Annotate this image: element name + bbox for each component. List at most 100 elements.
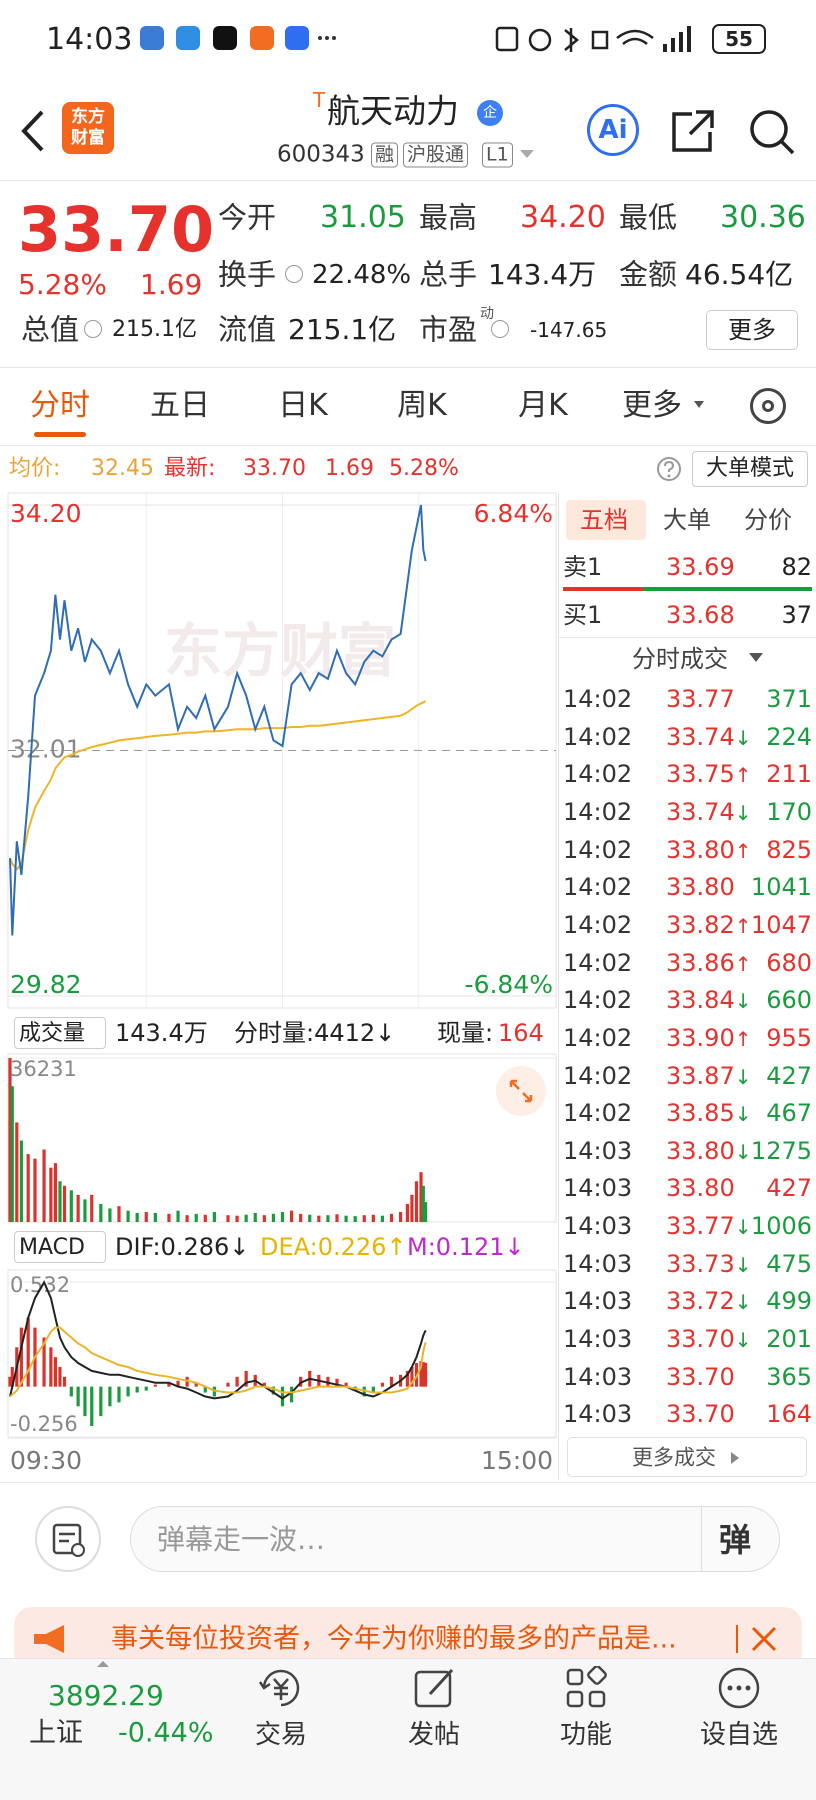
status-time: 14:03 — [46, 22, 133, 57]
help-icon[interactable] — [655, 455, 683, 483]
volume-bar — [62, 1185, 67, 1222]
trades-title[interactable]: 分时成交 — [632, 645, 728, 673]
trade-price: 33.77 — [666, 687, 735, 711]
volume-bar — [371, 1214, 375, 1222]
tab[interactable]: 月K — [518, 388, 568, 423]
trade-price: 33.70↓ — [666, 1327, 751, 1351]
trade-time: 14:03 — [563, 1136, 633, 1165]
logo-text: 财富 — [71, 128, 105, 148]
danmaku-button[interactable]: 弹 — [719, 1521, 752, 1559]
close-button[interactable] — [750, 1625, 778, 1653]
share-button[interactable] — [670, 108, 716, 154]
info-icon — [491, 320, 509, 338]
back-button[interactable] — [16, 108, 48, 154]
volume-bar — [419, 1172, 423, 1222]
trade-price: 33.80↑ — [666, 838, 751, 862]
more-trades-label: 更多成交 — [632, 1445, 716, 1470]
macd-bar — [344, 1382, 348, 1387]
indicator-selector[interactable]: MACD — [14, 1231, 106, 1263]
index-change[interactable]: -0.44% — [118, 1717, 214, 1749]
nav-item[interactable]: 设自选 — [699, 1720, 779, 1750]
trade-time: 14:02 — [563, 685, 633, 713]
trade-price: 33.86↑ — [666, 951, 751, 975]
nav-item[interactable]: 交易 — [254, 1720, 308, 1750]
book-tab[interactable]: 大单 — [663, 506, 711, 534]
trade-price: 33.74↓ — [666, 800, 751, 824]
tab-underline — [34, 432, 86, 437]
field-value: 215.1亿 — [288, 313, 397, 346]
trade-time: 14:03 — [563, 1249, 633, 1278]
comment-input[interactable]: 弹幕走一波… 弹 — [130, 1506, 780, 1572]
panel-border — [558, 493, 559, 1480]
volume-bar — [253, 1212, 257, 1222]
title-mark: T — [313, 88, 326, 112]
divider — [736, 1625, 738, 1653]
macd-bar — [26, 1317, 30, 1387]
index-name[interactable]: 上证 — [29, 1717, 83, 1749]
current-volume-label: 现量: — [437, 1019, 494, 1047]
volume-bar — [53, 1163, 58, 1222]
volume-bar — [289, 1210, 294, 1222]
macd-bar — [419, 1361, 423, 1387]
y-tick-label: 36231 — [10, 1057, 77, 1081]
expand-button[interactable] — [496, 1066, 546, 1116]
volume-bar — [262, 1215, 266, 1222]
dropdown-arrow[interactable] — [518, 148, 536, 160]
more-trades-button[interactable]: 更多成交 — [567, 1437, 807, 1477]
divider — [701, 1507, 702, 1571]
macd-bar — [335, 1378, 339, 1387]
tab-highlight — [566, 500, 646, 540]
tab[interactable]: 更多 — [622, 388, 682, 423]
trade-icon — [258, 1669, 300, 1707]
trade-price: 33.90↑ — [666, 1026, 751, 1050]
search-button[interactable] — [748, 108, 796, 156]
trade-price-value: 33.80 — [666, 1136, 735, 1165]
ai-button[interactable]: Ai — [587, 104, 639, 156]
trade-price: 33.84↓ — [666, 988, 751, 1012]
tab[interactable]: 日K — [278, 388, 328, 423]
tab[interactable]: 周K — [397, 388, 447, 423]
nav-item[interactable]: 发帖 — [407, 1720, 461, 1750]
mode-button[interactable]: 大单模式 — [692, 451, 808, 487]
book-tab[interactable]: 分价 — [744, 506, 792, 534]
macd-bar — [380, 1382, 385, 1387]
change: 1.69 — [140, 268, 203, 301]
index-value[interactable]: 3892.29 — [48, 1679, 164, 1712]
comment-icon[interactable] — [34, 1505, 102, 1573]
trade-time: 14:02 — [563, 873, 633, 902]
expand-icon — [509, 1079, 533, 1103]
tab[interactable]: 分时 — [30, 388, 90, 423]
macd-bar — [423, 1362, 428, 1387]
trade-volume: 680 — [766, 948, 812, 977]
current-volume: 164 — [498, 1019, 544, 1047]
macd-bar — [421, 1362, 425, 1387]
book-tab[interactable]: 五档 — [580, 506, 628, 534]
more-button[interactable]: 更多 — [706, 310, 798, 350]
trade-direction: ↓ — [734, 1139, 752, 1164]
macd-bar — [271, 1386, 276, 1395]
macd-bar — [126, 1386, 130, 1397]
macd-bar — [69, 1386, 73, 1397]
field-value: 215.1亿 — [112, 317, 197, 342]
settings-button[interactable] — [750, 388, 786, 424]
volume-bar — [42, 1149, 46, 1222]
series-line — [9, 1326, 427, 1398]
trade-time: 14:02 — [563, 910, 633, 939]
volume-bar — [83, 1199, 87, 1222]
nav-item[interactable]: 功能 — [559, 1720, 613, 1750]
series-line — [9, 1280, 427, 1400]
volume-selector[interactable]: 成交量 — [14, 1017, 106, 1049]
volume-bar — [405, 1203, 409, 1222]
series-line — [9, 700, 427, 871]
status-app-icons — [140, 26, 336, 50]
trade-volume: 499 — [766, 1287, 812, 1316]
volume-bar — [335, 1214, 339, 1222]
trade-price: 33.80↓ — [666, 1139, 751, 1163]
volume-bar — [76, 1194, 80, 1222]
volume-bar — [423, 1202, 428, 1222]
trade-time: 14:03 — [563, 1212, 633, 1241]
volume-bar — [153, 1212, 157, 1222]
trade-price: 33.77↓ — [666, 1214, 751, 1238]
macd-bar — [76, 1386, 80, 1407]
tab[interactable]: 五日 — [150, 388, 210, 423]
